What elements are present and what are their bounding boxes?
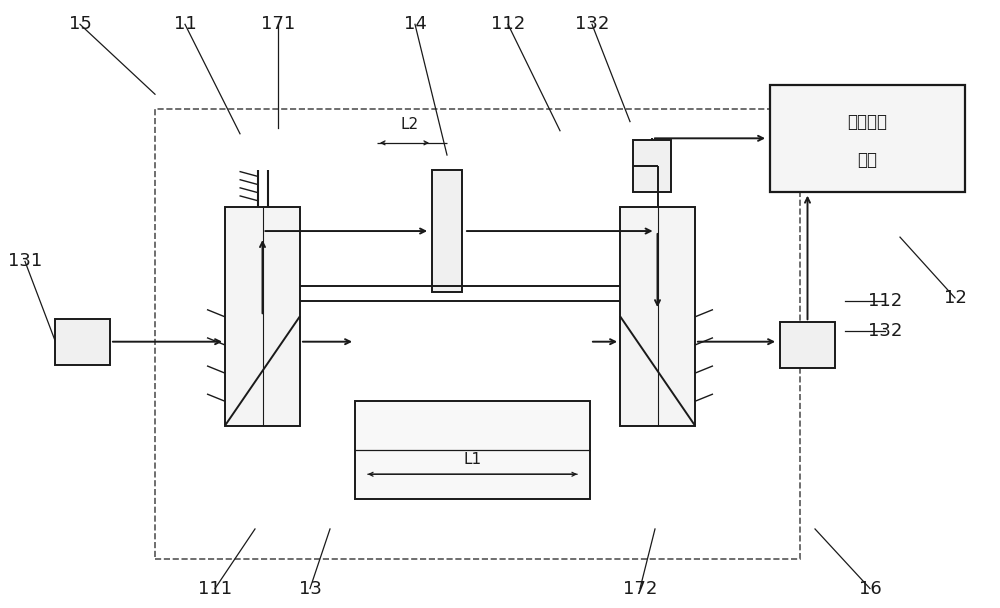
Bar [620, 207, 695, 426]
Text: 132: 132 [868, 322, 902, 340]
Bar [633, 140, 671, 192]
Text: L1: L1 [463, 452, 482, 466]
Bar [55, 319, 110, 365]
Bar [155, 109, 800, 559]
Text: 13: 13 [299, 579, 321, 598]
Text: 112: 112 [491, 15, 525, 33]
Text: 14: 14 [404, 15, 426, 33]
Text: 12: 12 [944, 289, 966, 307]
Text: 电路: 电路 [858, 151, 878, 168]
Text: 16: 16 [859, 579, 881, 598]
Bar [225, 207, 300, 426]
Bar [355, 401, 590, 499]
Bar [780, 322, 835, 368]
Text: 132: 132 [575, 15, 609, 33]
Bar [432, 170, 462, 292]
Text: 11: 11 [174, 15, 196, 33]
Bar [770, 85, 965, 192]
Text: L2: L2 [401, 117, 419, 132]
Text: 112: 112 [868, 292, 902, 310]
Text: 15: 15 [69, 15, 91, 33]
Text: 172: 172 [623, 579, 657, 598]
Text: 171: 171 [261, 15, 295, 33]
Text: 111: 111 [198, 579, 232, 598]
Text: 光电转换: 光电转换 [848, 113, 888, 131]
Text: 131: 131 [8, 252, 42, 271]
